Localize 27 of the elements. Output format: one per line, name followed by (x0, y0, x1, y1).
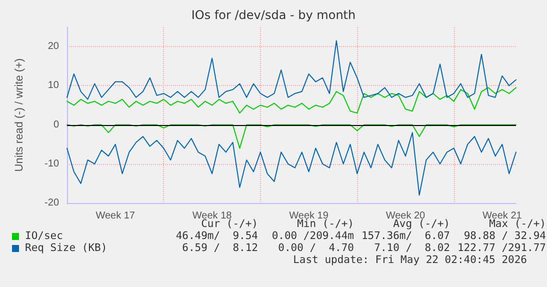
text: Min (-/+) (297, 218, 354, 230)
text: 98.88 / 32.94 (462, 230, 546, 242)
y-tick-label: 0 (53, 119, 60, 130)
text: 46.49m/ 9.54 (174, 230, 258, 242)
text: 0.00 /209.44m (270, 230, 354, 242)
y-tick-label: -10 (44, 158, 60, 170)
x-tick-label: Week 17 (96, 210, 136, 222)
text: 7.10 / 8.02 (373, 242, 450, 254)
line-series (66, 87, 516, 114)
chart-title: IOs for /dev/sda - by month (191, 8, 356, 22)
text: 122.77 /291.77 (456, 242, 546, 254)
legend-label: Req Size (KB) (25, 242, 108, 254)
line-series (66, 124, 516, 149)
line-series (66, 132, 516, 196)
y-tick-label: -20 (44, 198, 60, 208)
y-axis-title: Units read (-) / write (+) (14, 58, 26, 172)
legend-label: IO/sec (25, 230, 63, 242)
line-series (66, 40, 516, 100)
text: 6.59 / 8.12 (181, 242, 258, 254)
text: Avg (-/+) (393, 218, 450, 230)
text: Max (-/+) (489, 218, 546, 230)
text: 0.00 / 4.70 (277, 242, 354, 254)
text: Cur (-/+) (201, 218, 258, 230)
text: 157.36m/ 6.07 (360, 230, 450, 242)
y-tick-label: 20 (48, 41, 60, 52)
text: Last update: Fri May 22 02:40:45 2026 (292, 254, 528, 266)
y-tick-label: 10 (48, 80, 60, 92)
